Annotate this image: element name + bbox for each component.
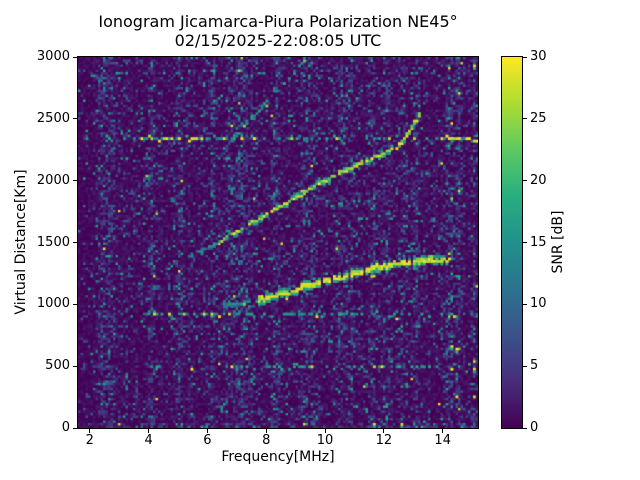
colorbar-tick-label: 15	[530, 234, 547, 250]
ionogram-heatmap	[78, 57, 478, 428]
chart-title: Ionogram Jicamarca-Piura Polarization NE…	[98, 12, 458, 31]
colorbar-tick-mark	[523, 180, 527, 182]
x-tick-label: 4	[144, 433, 153, 448]
colorbar-tick-label: 20	[530, 172, 547, 188]
colorbar-tick-label: 0	[530, 420, 539, 435]
colorbar-tick-label: 30	[530, 49, 547, 64]
colorbar-tick-mark	[523, 303, 527, 305]
x-tick-label: 14	[434, 433, 451, 448]
y-tick-mark	[73, 242, 77, 243]
y-tick-mark	[73, 56, 77, 58]
y-tick-mark	[73, 427, 77, 429]
chart-subtitle: 02/15/2025-22:08:05 UTC	[174, 31, 382, 50]
x-tick-label: 2	[85, 433, 94, 448]
x-tick-label: 6	[203, 433, 212, 448]
x-tick-mark	[89, 429, 91, 433]
colorbar	[502, 57, 522, 428]
y-tick-mark	[73, 180, 77, 182]
y-tick-mark	[73, 365, 77, 367]
x-tick-label: 10	[316, 433, 334, 448]
x-tick-mark	[324, 429, 326, 433]
colorbar-frame	[501, 56, 523, 429]
y-tick-label: 2000	[36, 172, 70, 188]
y-tick-mark	[73, 118, 77, 120]
colorbar-tick-mark	[523, 365, 527, 367]
x-tick-label: 8	[262, 433, 271, 448]
colorbar-tick-mark	[523, 56, 527, 58]
x-tick-label: 12	[375, 433, 393, 448]
x-tick-mark	[442, 429, 444, 433]
y-tick-label: 1000	[36, 296, 70, 312]
x-tick-mark	[265, 429, 267, 433]
y-tick-label: 500	[45, 358, 70, 374]
colorbar-tick-mark	[523, 242, 527, 243]
colorbar-tick-label: 10	[530, 296, 547, 312]
x-tick-mark	[148, 429, 150, 433]
x-axis-label: Frequency[MHz]	[221, 449, 335, 465]
plot-frame	[77, 56, 479, 429]
colorbar-tick-label: 5	[530, 358, 539, 374]
colorbar-tick-label: 25	[530, 110, 547, 126]
y-tick-label: 0	[61, 420, 70, 435]
y-tick-label: 3000	[36, 49, 70, 64]
x-tick-mark	[206, 429, 208, 433]
y-tick-label: 2500	[36, 110, 70, 126]
x-tick-mark	[383, 429, 385, 433]
colorbar-tick-mark	[523, 118, 527, 120]
y-tick-label: 1500	[36, 234, 70, 250]
y-tick-mark	[73, 303, 77, 305]
colorbar-tick-mark	[523, 427, 527, 429]
